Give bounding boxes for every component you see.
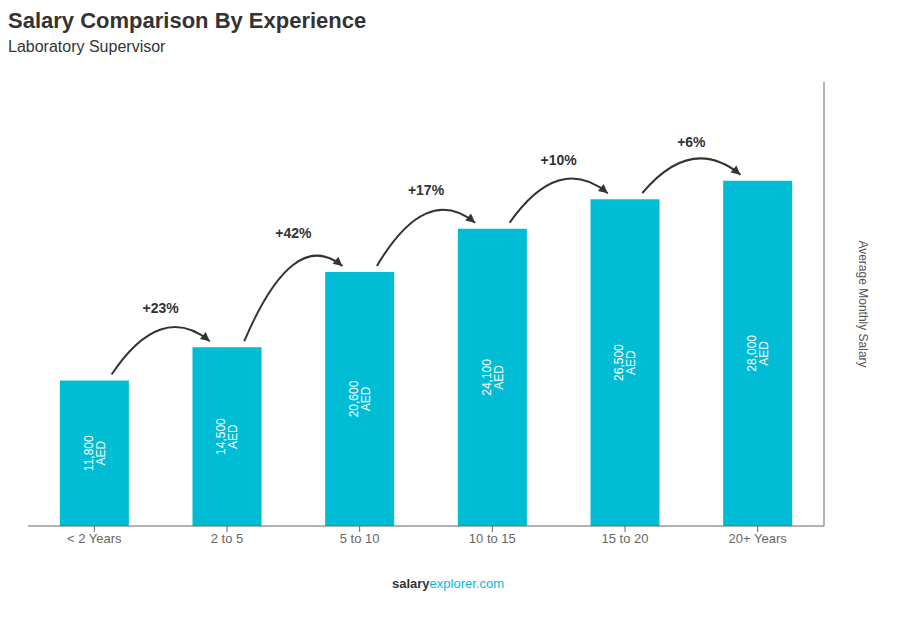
- html-text:Salary Comparison By Experienc: Salary Comparison By Experience: [8, 8, 367, 33]
- svg-text:+23%: +23%: [143, 300, 180, 316]
- svg-text:< 2 Years: < 2 Years: [67, 531, 122, 546]
- html-text:salary explorer.com: salary explorer.com: [392, 576, 504, 591]
- svg-text:+42%: +42%: [275, 225, 312, 241]
- svg-text:+6%: +6%: [677, 134, 706, 150]
- svg-text:Average Monthly Salary: Average Monthly Salary: [856, 240, 870, 367]
- svg-text:10 to 15: 10 to 15: [469, 531, 516, 546]
- svg-text:20,600AED: 20,600AED: [347, 380, 373, 417]
- svg-text:+10%: +10%: [541, 152, 578, 168]
- svg-text:5 to 10: 5 to 10: [340, 531, 380, 546]
- svg-text:26,500AED: 26,500AED: [612, 344, 638, 381]
- html-text:Laboratory Supervisor: Laboratory Supervisor: [8, 38, 166, 55]
- svg-text:11,800AED: 11,800AED: [82, 435, 108, 471]
- svg-text:28,000AED: 28,000AED: [745, 335, 771, 372]
- svg-text:+17%: +17%: [408, 182, 445, 198]
- svg-text:2 to 5: 2 to 5: [211, 531, 244, 546]
- svg-text:15 to 20: 15 to 20: [602, 531, 649, 546]
- svg-text:14,500AED: 14,500AED: [214, 418, 240, 455]
- svg-text:20+ Years: 20+ Years: [729, 531, 788, 546]
- svg-text:24,100AED: 24,100AED: [480, 359, 506, 396]
